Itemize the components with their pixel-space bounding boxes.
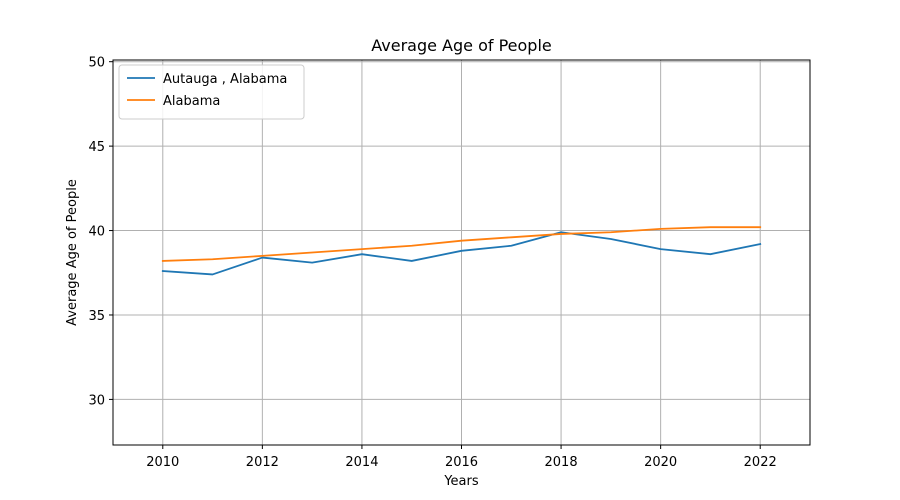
x-tick-label-3: 2016 — [445, 455, 478, 470]
series-lines — [161, 226, 762, 276]
axis-ticks: 2010 2012 2014 2016 2018 2020 2022 30 35 40 45 50 — [88, 56, 776, 470]
x-tick-label-4: 2018 — [545, 455, 578, 470]
x-tick-label-2: 2014 — [345, 455, 378, 470]
y-tick-label-2: 40 — [88, 225, 105, 240]
y-tick-label-4: 50 — [88, 56, 105, 71]
series-line-1 — [161, 226, 762, 262]
y-tick-label-1: 35 — [88, 309, 105, 324]
x-tick-label-0: 2010 — [146, 455, 179, 470]
y-tick-label-0: 30 — [88, 393, 105, 408]
x-tick-label-5: 2020 — [644, 455, 677, 470]
y-axis-label: Average Age of People — [65, 179, 80, 326]
chart-title: Average Age of People — [371, 36, 551, 55]
x-axis-label: Years — [443, 474, 479, 489]
series-line-0 — [161, 231, 762, 276]
x-tick-label-1: 2012 — [246, 455, 279, 470]
legend-label-0: Autauga , Alabama — [163, 72, 287, 87]
y-tick-label-3: 45 — [88, 140, 105, 155]
grid — [113, 60, 810, 445]
legend: Autauga , Alabama Alabama — [118, 64, 305, 120]
legend-box — [118, 64, 305, 120]
legend-label-1: Alabama — [163, 94, 220, 109]
x-tick-label-6: 2022 — [744, 455, 777, 470]
